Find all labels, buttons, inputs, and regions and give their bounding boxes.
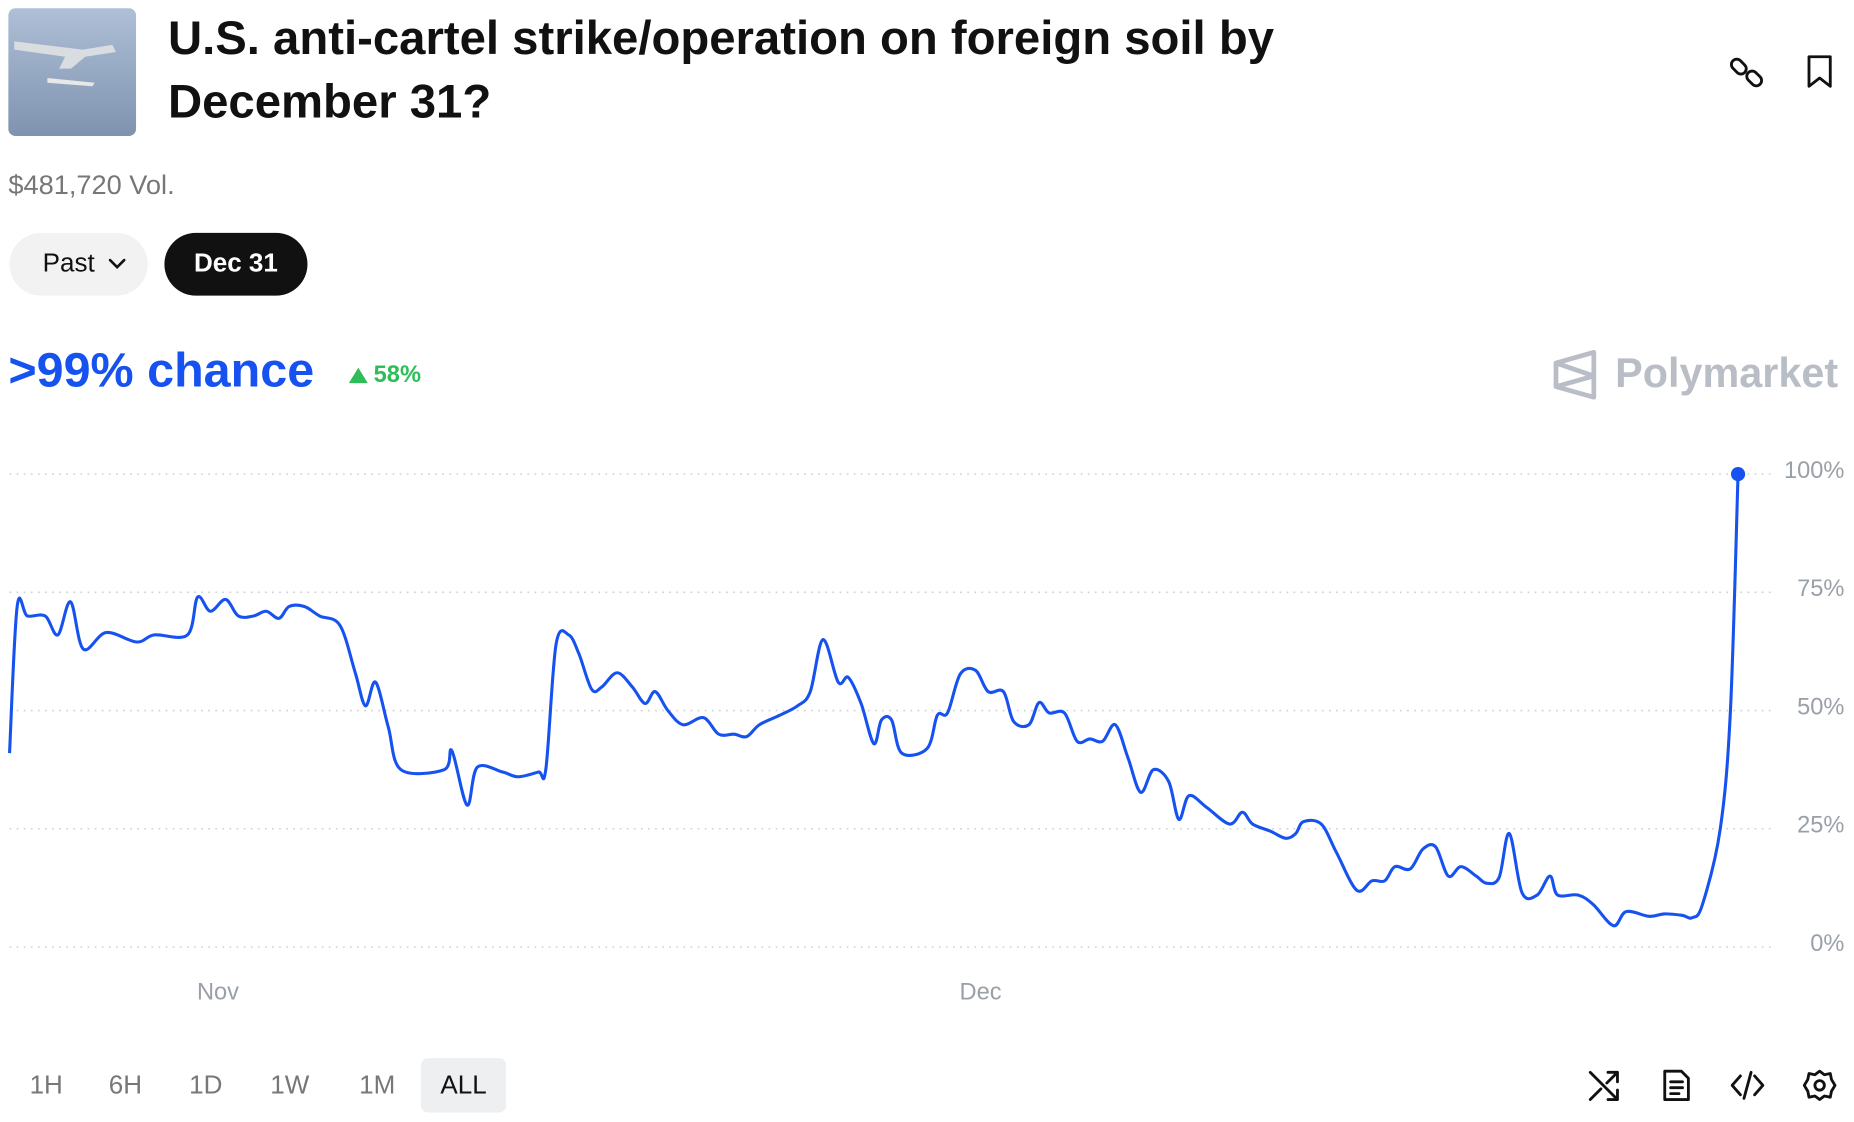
range-button[interactable]: 1M (359, 1069, 395, 1099)
pill-label: Dec 31 (194, 248, 278, 278)
volume: $481,720 Vol. (8, 169, 174, 200)
filter-pill[interactable]: Past (9, 232, 148, 296)
thumbnail (8, 8, 137, 136)
pill-label: Past (43, 248, 96, 278)
y-tick-label: 0% (1810, 931, 1844, 957)
range-button[interactable]: 1W (270, 1069, 309, 1099)
y-tick-label: 50% (1797, 694, 1844, 720)
title: December 31? (168, 76, 491, 129)
y-tick-label: 75% (1797, 576, 1844, 602)
range-label: 1M (359, 1069, 395, 1099)
bookmark-button[interactable] (1807, 55, 1832, 88)
range-label: 6H (109, 1069, 142, 1099)
range-button[interactable]: 6H (109, 1069, 142, 1099)
shuffle-button[interactable] (1588, 1070, 1619, 1101)
filter-pill[interactable]: Dec 31 (164, 232, 308, 296)
chance: >99% chance (8, 343, 314, 397)
range-button[interactable]: ALL (420, 1058, 507, 1113)
range-label: 1D (189, 1069, 222, 1099)
chart: 0% 25% 50% 75% 100% Nov Dec (8, 458, 1844, 1005)
change: 58% (374, 362, 421, 388)
range-selected-bg (420, 1058, 507, 1113)
embed-button[interactable] (1730, 1070, 1765, 1100)
brand-logo (1553, 349, 1597, 400)
x-tick-label: Dec (960, 979, 1002, 1005)
title: U.S. anti-cartel strike/operation on for… (168, 12, 1275, 65)
x-tick-label: Nov (197, 979, 239, 1005)
link-button[interactable] (1729, 57, 1764, 88)
range-button[interactable]: 1D (189, 1069, 222, 1099)
range-button[interactable]: 1H (30, 1069, 63, 1099)
price-line (8, 474, 1740, 928)
chevron (108, 258, 126, 270)
range-label: ALL (440, 1069, 486, 1099)
brand: Polymarket (1615, 350, 1838, 396)
settings-button[interactable] (1802, 1069, 1837, 1101)
y-tick-label: 100% (1784, 458, 1844, 484)
range-label: 1W (270, 1069, 309, 1099)
change-arrow (348, 367, 368, 384)
latest-point (1730, 467, 1746, 482)
range-label: 1H (30, 1069, 63, 1099)
document-button[interactable] (1663, 1069, 1690, 1101)
pill-background (164, 232, 308, 296)
pill-background (9, 232, 148, 296)
y-tick-label: 25% (1797, 813, 1844, 839)
